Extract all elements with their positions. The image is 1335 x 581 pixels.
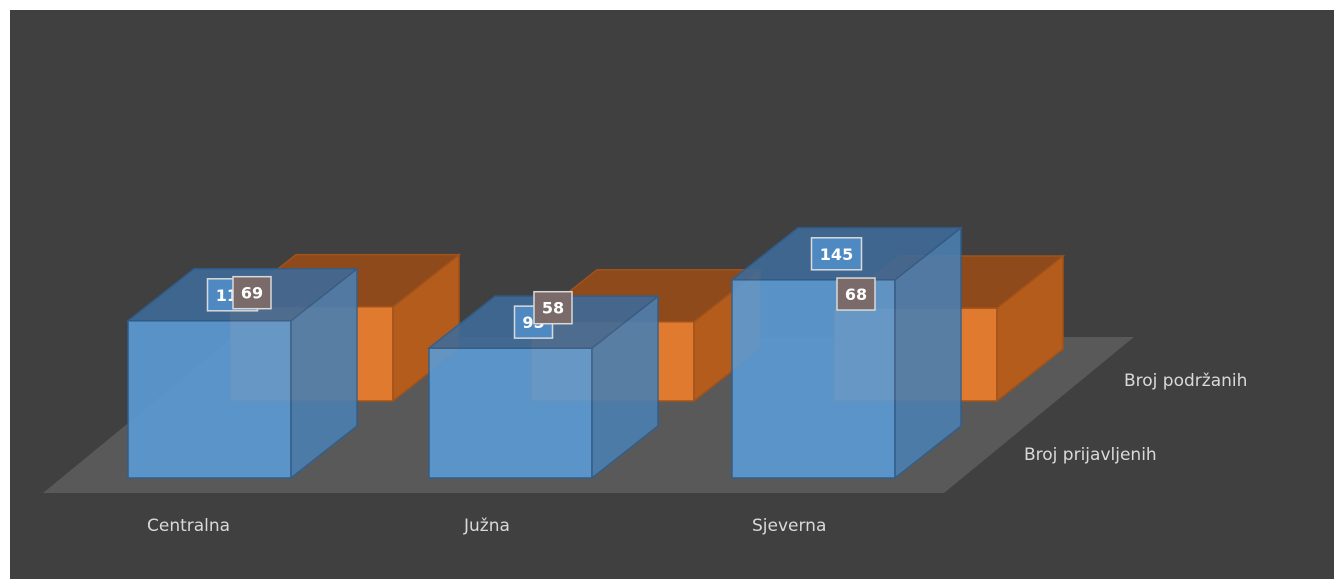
bar-broj-prijavljenih-front <box>127 320 292 479</box>
bar-broj-prijavljenih-front <box>731 279 896 479</box>
bar-broj-prijavljenih <box>729 226 964 480</box>
series-broj-prijavljenih <box>125 226 964 480</box>
data-label-box <box>232 275 272 310</box>
bar-broj-prijavljenih-front <box>428 347 593 479</box>
data-labels: 11595145695868 <box>206 237 876 339</box>
category-label: Centralna <box>147 516 230 536</box>
chart-area: 11595145695868 Centralna Južna Sjeverna … <box>10 10 1334 579</box>
data-label: 145 <box>820 245 853 264</box>
data-label: 69 <box>241 284 263 303</box>
category-label: Južna <box>463 516 510 536</box>
series-label: Broj prijavljenih <box>1024 445 1157 465</box>
series-label: Broj podržanih <box>1124 371 1247 391</box>
chart-svg: 11595145695868 Centralna Južna Sjeverna … <box>43 226 1247 536</box>
category-label: Sjeverna <box>752 516 826 536</box>
bar-broj-prijavljenih <box>426 294 661 480</box>
data-label-box <box>533 290 573 325</box>
data-label-box <box>810 237 863 271</box>
data-label: 68 <box>845 285 867 304</box>
bar-broj-prijavljenih <box>125 267 360 480</box>
data-label-box <box>836 277 876 311</box>
data-label: 58 <box>542 299 564 318</box>
